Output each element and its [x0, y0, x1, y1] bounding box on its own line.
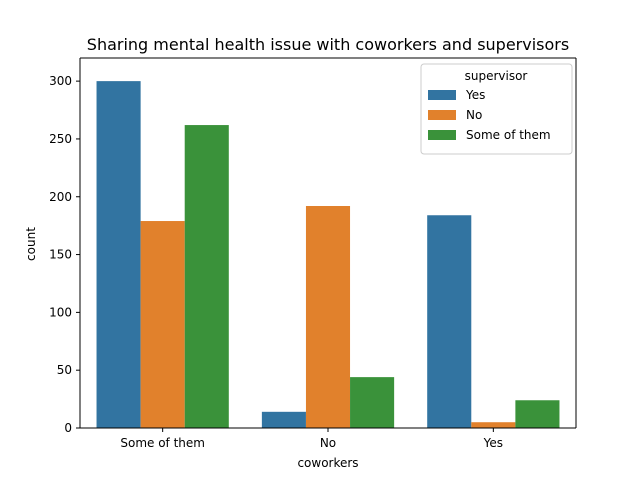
bar-some-of-them-no	[140, 221, 185, 428]
legend-swatch-yes	[428, 90, 456, 100]
x-tick-label: No	[320, 436, 336, 450]
bar-yes-some-of-them	[515, 400, 560, 428]
y-tick-label: 0	[64, 421, 72, 435]
bar-yes-no	[471, 422, 516, 428]
y-tick-label: 250	[49, 132, 72, 146]
bar-some-of-them-some-of-them	[184, 125, 229, 428]
legend-box	[420, 63, 573, 155]
x-axis-label: coworkers	[297, 456, 358, 470]
legend-swatch-no	[428, 110, 456, 120]
plot-area: 0 50 100 150 200 250 300 Some of them No Yes	[49, 57, 577, 450]
bar-yes-yes	[427, 215, 472, 428]
y-tick-label: 50	[57, 363, 72, 377]
legend-label: Yes	[465, 88, 485, 102]
y-axis-label: count	[24, 227, 38, 261]
y-tick-label: 300	[49, 74, 72, 88]
bar-no-some-of-them	[350, 377, 395, 428]
x-tick-label: Yes	[483, 436, 503, 450]
legend-title: supervisor	[465, 69, 528, 83]
legend-swatch-some-of-them	[428, 130, 456, 140]
y-tick-label: 200	[49, 190, 72, 204]
y-tick-label: 100	[49, 305, 72, 319]
x-tick-label: Some of them	[120, 436, 205, 450]
bar-some-of-them-yes	[96, 81, 141, 428]
legend-label: No	[466, 108, 482, 122]
y-tick-label: 150	[49, 248, 72, 262]
bar-no-no	[305, 206, 351, 428]
legend-label: Some of them	[466, 128, 551, 142]
chart-title: Sharing mental health issue with coworke…	[87, 35, 569, 54]
legend: supervisor Yes No Some of them	[420, 63, 573, 155]
bar-no-yes	[261, 411, 306, 428]
